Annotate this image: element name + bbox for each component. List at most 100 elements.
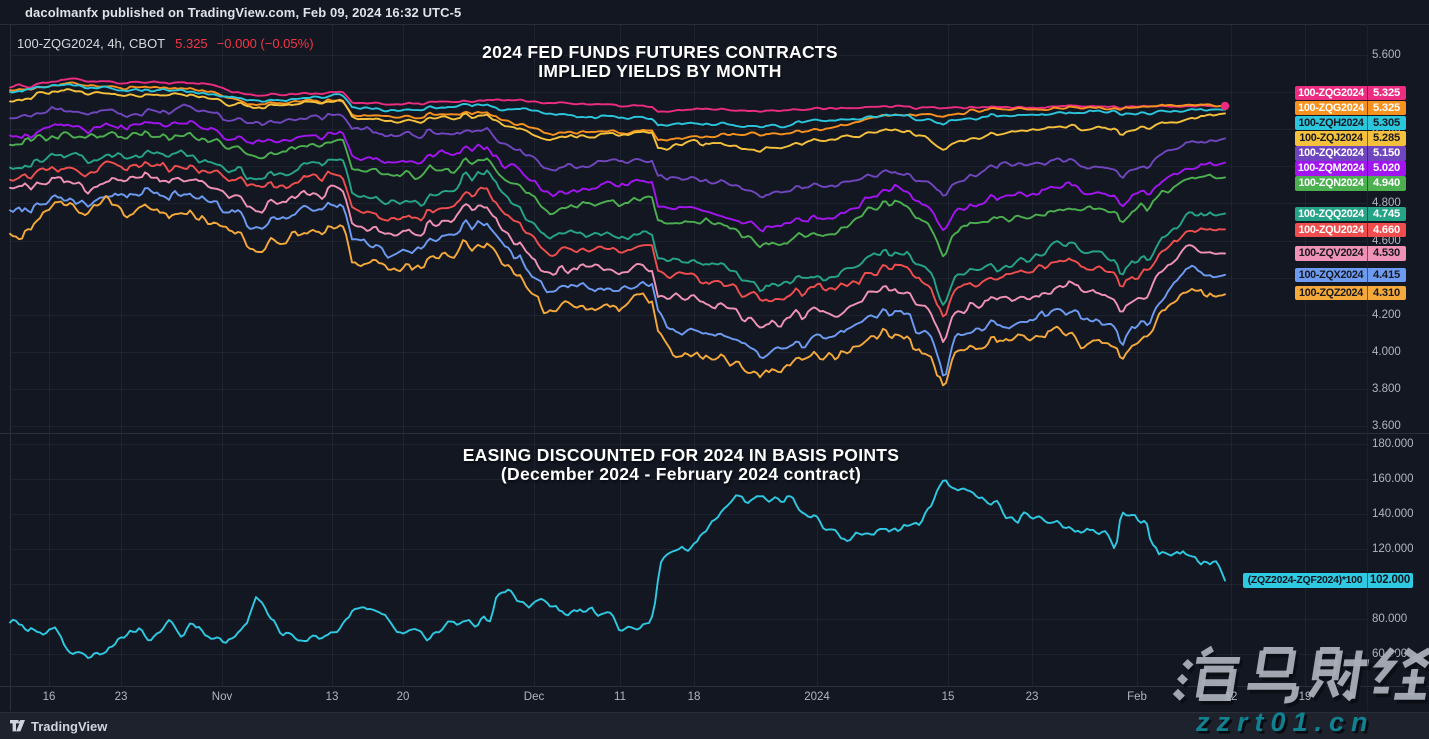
badge-symbol-label: 100-ZQN2024 — [1298, 177, 1364, 189]
time-axis-label: 23 — [114, 691, 128, 703]
badge-symbol-label: 100-ZQV2024 — [1298, 247, 1364, 259]
badge-value: 5.305 — [1373, 116, 1400, 129]
logo-v-shape — [16, 720, 25, 732]
series-line-100-ZQV2024 — [9, 171, 1226, 343]
symbol-legend[interactable]: 100-ZQG2024, 4h, CBOT 5.325 −0.000 (−0.05%… — [17, 36, 314, 51]
badge-value: 5.325 — [1373, 86, 1400, 99]
price-badge-100-ZQN2024[interactable]: 100-ZQN2024 4.940 — [1295, 176, 1406, 191]
price-badge-100-ZQV2024[interactable]: 100-ZQV2024 4.530 — [1295, 246, 1406, 261]
badge-symbol-label: 100-ZQZ2024 — [1299, 286, 1363, 299]
series-line-100-ZQH2024 — [9, 83, 1226, 129]
legend-last-price: 5.325 — [175, 36, 208, 51]
price-axis-label: 160.000 — [1372, 473, 1414, 485]
price-badge-100-ZQX2024[interactable]: 100-ZQX2024 4.415 — [1295, 267, 1406, 282]
price-axis-label: 3.600 — [1372, 420, 1401, 432]
badge-value: 4.415 — [1373, 268, 1400, 281]
pane-borders — [0, 24, 1429, 711]
series-line-100-ZQN2024 — [9, 130, 1226, 258]
price-badge-100-ZQG2024[interactable]: 100-ZQG2024 5.325 — [1295, 100, 1406, 115]
bottom-pane-title: EASING DISCOUNTED FOR 2024 IN BASIS POIN… — [281, 446, 1081, 483]
price-axis-label: 4.800 — [1372, 197, 1401, 210]
badge-value: 4.660 — [1373, 223, 1400, 236]
time-axis-label: 23 — [1025, 691, 1039, 703]
badge-value: 102.000 — [1369, 573, 1411, 586]
series-line-100-ZQG2024 — [9, 81, 1226, 142]
gridlines — [10, 24, 1367, 686]
badge-value: 4.310 — [1373, 286, 1400, 299]
time-axis-label: Nov — [211, 691, 233, 703]
badge-symbol-label: 100-ZQG2024 — [1298, 86, 1364, 99]
series-line-(ZQZ2024-ZQF2024)*100 — [9, 479, 1226, 659]
time-axis-label: 13 — [325, 691, 339, 703]
bottom-pane-title-line1: EASING DISCOUNTED FOR 2024 IN BASIS POIN… — [462, 445, 900, 465]
time-axis-label: 20 — [396, 691, 410, 703]
price-badge-100-ZQU2024[interactable]: 100-ZQU2024 4.660 — [1295, 222, 1406, 237]
tradingview-brand-text[interactable]: TradingView — [31, 719, 108, 734]
bottom-pane-title-line2: (December 2024 - February 2024 contract) — [500, 463, 862, 484]
price-badge-100-ZQJ2024[interactable]: 100-ZQJ2024 5.285 — [1295, 131, 1406, 146]
time-axis-label: 19 — [1298, 691, 1312, 703]
badge-symbol-label: 100-ZQH2024 — [1298, 116, 1364, 129]
price-axis-label: 140.000 — [1372, 508, 1414, 520]
top-pane-title-line1: 2024 FED FUNDS FUTURES CONTRACTS — [482, 42, 838, 62]
price-axis-label: 120.000 — [1372, 543, 1414, 555]
logo-t-shape — [10, 720, 19, 732]
series-line-100-ZQM2024 — [9, 120, 1226, 233]
time-axis-label: 18 — [687, 691, 701, 703]
badge-value: 5.285 — [1373, 132, 1400, 144]
badge-value: 5.325 — [1373, 101, 1400, 114]
series-line-100-ZQK2024 — [9, 103, 1226, 199]
badge-symbol-label: 100-ZQM2024 — [1297, 162, 1365, 174]
price-axis-label: 3.800 — [1372, 382, 1401, 395]
watermark-glyph-jing — [1372, 647, 1429, 704]
badge-symbol-label: 100-ZQK2024 — [1298, 147, 1364, 159]
time-axis-label: Dec — [523, 691, 545, 703]
badge-symbol-label: (ZQZ2024-ZQF2024)*100 — [1247, 573, 1363, 586]
price-badge-(ZQZ2024-ZQF2024)*100[interactable]: (ZQZ2024-ZQF2024)*100 102.000 — [1243, 572, 1413, 588]
series-line-100-ZQZ2024 — [9, 195, 1226, 387]
badge-symbol-label: 100-ZQJ2024 — [1299, 132, 1363, 144]
price-badge-100-ZQQ2024[interactable]: 100-ZQQ2024 4.745 — [1295, 206, 1406, 221]
legend-symbol-text: 100-ZQG2024, 4h, CBOT — [17, 36, 166, 51]
time-axis-label: 16 — [42, 691, 56, 703]
series-line-100-ZQQ2024 — [9, 149, 1226, 306]
time-axis-label: 11 — [614, 691, 626, 703]
top-pane-title: 2024 FED FUNDS FUTURES CONTRACTS IMPLIED… — [260, 43, 1060, 80]
price-axis-label: 4.600 — [1372, 234, 1401, 247]
time-axis-label: Feb — [1127, 691, 1147, 703]
badge-value: 5.020 — [1373, 162, 1400, 174]
badge-value: 4.745 — [1373, 207, 1400, 220]
badge-value: 4.940 — [1373, 177, 1400, 189]
badge-symbol-label: 100-ZQX2024 — [1298, 268, 1364, 281]
badge-value: 5.150 — [1373, 147, 1400, 159]
last-price-dot — [1220, 101, 1230, 111]
price-axis-label: 4.200 — [1372, 308, 1401, 321]
price-badge-100-ZQM2024[interactable]: 100-ZQM2024 5.020 — [1295, 161, 1406, 176]
series-line-100-ZQJ2024 — [9, 88, 1226, 153]
price-badge-100-ZQG2024[interactable]: 100-ZQG2024 5.325 — [1295, 85, 1406, 100]
price-badge-100-ZQH2024[interactable]: 100-ZQH2024 5.305 — [1295, 115, 1406, 130]
watermark-glyph-ma — [1247, 647, 1302, 708]
price-badge-100-ZQK2024[interactable]: 100-ZQK2024 5.150 — [1295, 146, 1406, 161]
time-axis-label: 2024 — [804, 691, 830, 703]
series-line-100-ZQX2024 — [9, 187, 1226, 377]
price-badge-100-ZQZ2024[interactable]: 100-ZQZ2024 4.310 — [1295, 285, 1406, 300]
time-axis-label: 12 — [1224, 691, 1238, 703]
price-axis-label: 80.000 — [1372, 613, 1408, 625]
price-axis-label: 4.000 — [1372, 345, 1401, 358]
series-line-100-ZQG2024 — [9, 77, 1226, 113]
badge-symbol-label: 100-ZQQ2024 — [1298, 207, 1364, 220]
series-line-100-ZQU2024 — [9, 160, 1226, 318]
badge-symbol-label: 100-ZQU2024 — [1298, 223, 1364, 236]
legend-change: −0.000 (−0.05%) — [216, 36, 314, 51]
badge-value: 4.530 — [1373, 247, 1400, 259]
price-axis-label: 180.000 — [1372, 438, 1414, 450]
time-axis-label: 15 — [941, 691, 955, 703]
badge-symbol-label: 100-ZQG2024 — [1298, 101, 1364, 114]
top-pane-title-line2: IMPLIED YIELDS BY MONTH — [538, 60, 782, 81]
attribution-text: dacolmanfx published on TradingView.com,… — [25, 5, 462, 20]
tradingview-logo-icon[interactable] — [9, 719, 29, 735]
watermark-url-text: zzrt01.cn — [1196, 707, 1375, 737]
